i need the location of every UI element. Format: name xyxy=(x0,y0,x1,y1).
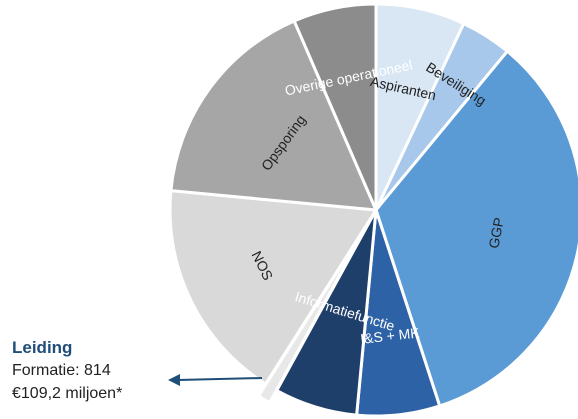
pie-slice-nos xyxy=(168,188,379,387)
pie-slice-ggp xyxy=(374,49,578,408)
leiding-title: Leiding xyxy=(12,338,73,357)
pie-slice-opsporing xyxy=(169,18,379,212)
pie-slices xyxy=(168,2,578,418)
leiding-budget: €109,2 miljoen* xyxy=(12,385,123,402)
pie-slice-overige-operationeel xyxy=(292,2,378,211)
pie-label-ggp: GGP xyxy=(485,216,507,250)
leiding-callout-arrow xyxy=(168,374,263,386)
pie-label-i-s-mk: I&S + MK xyxy=(359,324,421,347)
leiding-callout: Leiding Formatie: 814 €109,2 miljoen* xyxy=(12,336,122,405)
leiding-formatie: Formatie: 814 xyxy=(12,362,111,379)
